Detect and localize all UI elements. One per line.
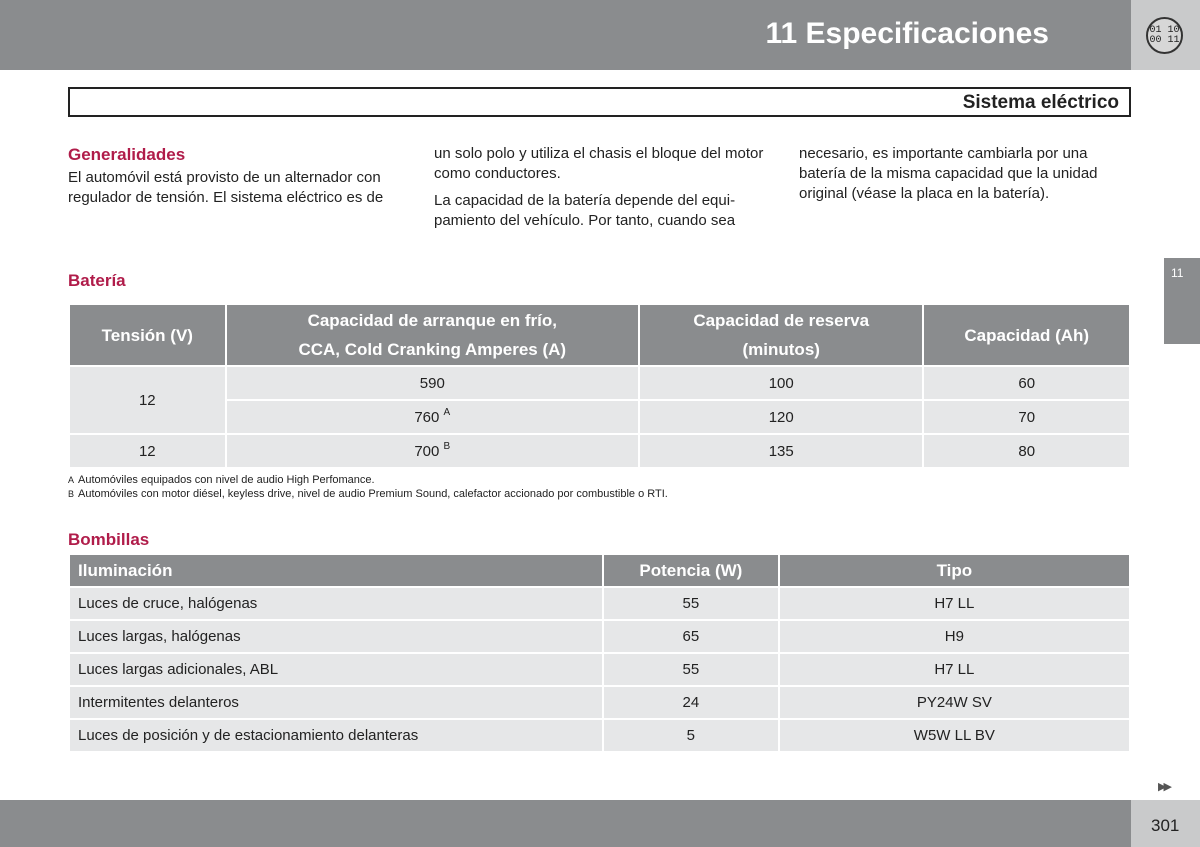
lighting-cell: Luces de cruce, halógenas (68, 586, 604, 621)
table-row: 12 590 100 60 (68, 365, 1131, 435)
lighting-cell: Luces de posición y de estacionamiento d… (68, 718, 604, 753)
footer-bar (0, 800, 1131, 847)
cca-cell: 760 A (224, 399, 640, 435)
power-cell: 65 (601, 619, 780, 654)
cca-cell: 590 (224, 365, 640, 401)
bombillas-heading: Bombillas (68, 530, 150, 549)
section-title-box: Sistema eléctrico (68, 87, 1131, 117)
cca-cell: 700 B (224, 433, 640, 469)
header-type: Tipo (777, 553, 1132, 588)
capacity-cell: 80 (922, 433, 1131, 469)
generalidades-heading: Generalidades (68, 145, 186, 164)
chapter-title: 11 Especificaciones (765, 17, 1049, 50)
power-cell: 55 (601, 652, 780, 687)
header-capacity: Capacidad (Ah) (922, 303, 1131, 367)
power-cell: 24 (601, 685, 780, 720)
table-row: Luces largas adicionales, ABL 55 H7 LL (68, 652, 1132, 687)
battery-table: Tensión (V) Capacidad de arranque en frí… (68, 303, 1131, 469)
footnote-a: A Automóviles equipados con nivel de audi… (68, 474, 375, 486)
reserve-cell: 120 (637, 399, 925, 435)
voltage-cell: 12 (68, 433, 227, 469)
capacity-cell: 60 (922, 365, 1131, 401)
chapter-side-tab-label: 11 (1171, 266, 1184, 280)
battery-table-header-row: Tensión (V) Capacidad de arranque en frí… (68, 303, 1131, 367)
generalidades-col2-p2: La capacidad de la batería depende del e… (434, 192, 736, 229)
bulbs-table: Iluminación Potencia (W) Tipo Luces de c… (68, 553, 1132, 753)
footnote-ref: A (443, 406, 451, 418)
header-cca: Capacidad de arranque en frío, CCA, Cold … (224, 303, 640, 367)
table-row: Luces de posición y de estacionamiento d… (68, 718, 1132, 753)
type-cell: H7 LL (777, 586, 1132, 621)
header-power: Potencia (W) (601, 553, 780, 588)
type-cell: W5W LL BV (777, 718, 1132, 753)
section-title: Sistema eléctrico (962, 92, 1119, 113)
double-right-arrow-icon: ▶▶ (1158, 781, 1172, 793)
generalidades-col2-p1: un solo polo y utiliza el chasis el bloq… (434, 145, 764, 182)
table-row: Luces largas, halógenas 65 H9 (68, 619, 1132, 654)
capacity-cell: 70 (922, 399, 1131, 435)
power-cell: 5 (601, 718, 780, 753)
type-cell: H9 (777, 619, 1132, 654)
type-cell: PY24W SV (777, 685, 1132, 720)
footnote-ref: B (443, 440, 451, 452)
header-lighting: Iluminación (68, 553, 604, 588)
table-row: 760 A 120 70 (69, 399, 1131, 435)
lighting-cell: Intermitentes delanteros (68, 685, 604, 720)
type-cell: H7 LL (777, 652, 1132, 687)
badge-bottom-code: 00 11 (1149, 34, 1180, 46)
footer-tab (1131, 800, 1200, 847)
chapter-side-tab (1164, 258, 1200, 344)
bateria-heading: Batería (68, 271, 126, 290)
table-row: Intermitentes delanteros 24 PY24W SV (68, 685, 1132, 720)
generalidades-col1: El automóvil está provisto de un alterna… (68, 169, 384, 206)
reserve-cell: 135 (637, 433, 925, 469)
generalidades-col3: necesario, es importante cambiarla por u… (799, 145, 1098, 202)
header-bar: 11 Especificaciones (0, 0, 1131, 70)
table-row: 12 700 B 135 80 (68, 433, 1131, 469)
badge-top-code: 01 10 (1149, 24, 1180, 36)
power-cell: 55 (601, 586, 780, 621)
lighting-cell: Luces largas adicionales, ABL (68, 652, 604, 687)
header-reserve: Capacidad de reserva (minutos) (637, 303, 925, 367)
reserve-cell: 100 (637, 365, 925, 401)
voltage-cell: 12 (68, 365, 227, 435)
chapter-code-icon: 01 10 00 11 (1146, 17, 1183, 54)
table-row: Luces de cruce, halógenas 55 H7 LL (68, 586, 1132, 621)
page-number: 301 (1151, 816, 1180, 835)
bulbs-table-header-row: Iluminación Potencia (W) Tipo (68, 553, 1132, 588)
footnote-b: B Automóviles con motor diésel, keyless d… (68, 488, 668, 500)
lighting-cell: Luces largas, halógenas (68, 619, 604, 654)
header-voltage: Tensión (V) (68, 303, 227, 367)
